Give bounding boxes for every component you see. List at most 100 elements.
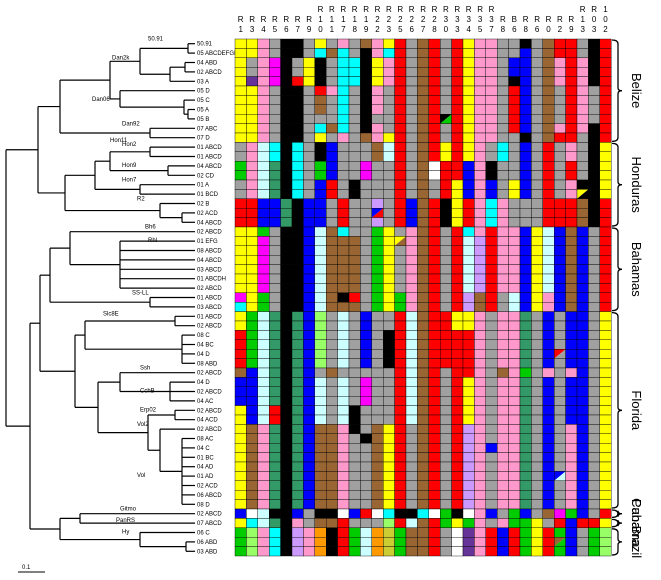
grid-cell [451,254,464,265]
grid-cell [485,302,498,312]
grid-cell [497,226,509,237]
grid-cell [257,358,270,369]
tip-label: 08 D [197,502,210,508]
grid-cell [348,151,361,162]
grid-cell [576,236,589,246]
grid-cell [360,217,372,228]
grid-cell [451,273,464,284]
grid-cell [371,48,384,59]
grid-cell [360,66,372,77]
grid-cell [360,386,372,397]
grid-cell [303,198,315,209]
grid-cell [565,480,578,491]
grid-cell [588,339,601,350]
grid-cell [280,38,293,49]
grid-cell [474,245,486,256]
grid-cell [360,405,372,416]
grid-cell [440,339,452,350]
grid-cell [383,170,395,181]
grid-cell [314,386,327,397]
grid-cell [337,273,350,284]
grid-cell [314,57,327,68]
grid-cell [371,85,384,96]
grid-cell [257,85,270,96]
grid-cell [588,499,601,510]
grid-cell [485,160,498,171]
grid-cell [405,546,418,557]
grid-cell [269,104,281,115]
grid-cell-half [554,471,566,481]
grid-cell [257,38,270,49]
grid-cell [599,292,612,303]
grid-cell [291,142,304,152]
grid-cell [474,424,486,434]
grid-cell [314,480,327,491]
grid-cell [508,508,521,519]
tip-label: 02 ABCD [197,390,222,396]
tip-label: 01 A [197,183,209,189]
grid-cell [280,358,293,369]
grid-cell [303,273,315,284]
grid-cell [348,283,361,293]
grid-cell [280,302,293,312]
grid-cell [508,264,521,275]
grid-cell [599,433,612,444]
grid-cell [291,151,304,162]
grid-cell [474,311,486,322]
grid-cell [348,490,361,500]
tip-label: 02 ABCD [197,286,222,292]
grid-cell [417,113,429,124]
grid-cell [554,527,566,538]
tip-label: 04 BC [197,343,214,349]
column-header-char: 4 [466,25,471,34]
grid-cell [451,283,464,293]
column-header-char: 1 [603,5,608,14]
grid-cell [326,142,338,152]
grid-cell [234,377,247,387]
grid-cell [383,160,395,171]
grid-cell [428,76,441,87]
grid-cell [383,349,395,359]
grid-cell [462,302,475,312]
grid-cell [291,160,304,171]
grid-cell [531,302,544,312]
grid-cell [337,66,350,77]
tip-label: 06 ABD [197,540,218,546]
grid-cell [337,396,350,406]
grid-cell [360,546,372,557]
grid-cell [269,349,281,359]
grid-cell [360,471,372,481]
grid-cell [531,414,544,425]
grid-cell [462,320,475,331]
grid-cell [417,339,429,350]
grid-cell [246,480,258,491]
grid-cell [565,254,578,265]
clade-label: Erp02 [140,407,157,413]
grid-cell [326,424,338,434]
grid-cell [257,367,270,378]
grid-cell [246,386,258,397]
grid-cell [234,245,247,256]
grid-cell [348,433,361,444]
grid-cell [462,443,475,453]
tip-label: 07 D [197,136,210,142]
grid-cell [485,76,498,87]
grid-cell [474,527,486,538]
clade-label: Dan06 [92,97,110,103]
grid-cell [531,104,544,115]
grid-cell [360,508,372,519]
grid-cell-half [554,471,566,481]
tip-label: 05 C [197,98,210,104]
grid-cell [485,537,498,547]
grid-cell [519,292,532,303]
column-header-char: R [477,5,483,14]
grid-cell [360,424,372,434]
grid-cell [371,339,384,350]
tip-label: 08 C [197,333,210,339]
grid-cell [257,217,270,228]
grid-cell [337,236,350,246]
grid-cell [576,367,589,378]
grid-cell [371,358,384,369]
clade-label: Slc8E [103,311,119,317]
grid-cell [554,95,566,106]
